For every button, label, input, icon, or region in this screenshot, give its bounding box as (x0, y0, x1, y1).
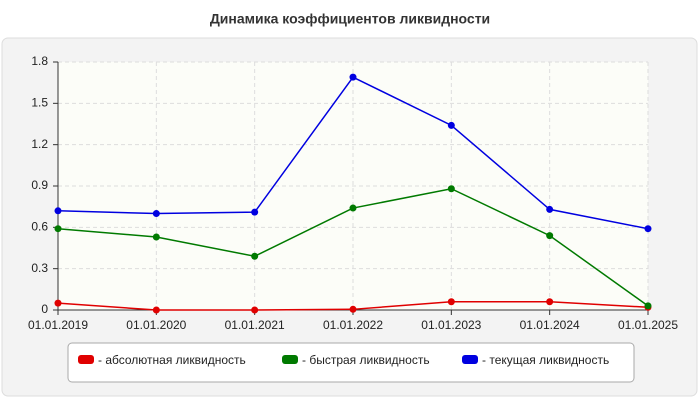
x-tick-label: 01.01.2022 (323, 318, 383, 332)
y-tick-label: 1.5 (31, 96, 48, 110)
point (54, 207, 62, 215)
point (54, 299, 62, 307)
point (54, 225, 62, 233)
point (349, 305, 357, 313)
point (152, 233, 160, 241)
y-tick-label: 0 (41, 302, 48, 316)
legend-label: - абсолютная ликвидность (98, 353, 246, 367)
y-tick-label: 1.2 (31, 137, 48, 151)
legend-label: - быстрая ликвидность (302, 353, 430, 367)
legend-swatch (282, 355, 298, 364)
y-tick-label: 0.6 (31, 220, 48, 234)
legend (67, 342, 635, 383)
y-tick-label: 0.9 (31, 178, 48, 192)
point (644, 225, 652, 233)
point (546, 205, 554, 213)
point (251, 252, 259, 260)
x-tick-label: 01.01.2019 (28, 318, 88, 332)
legend-label: - текущая ликвидность (482, 353, 609, 367)
point (349, 204, 357, 212)
point (546, 298, 554, 306)
point (152, 210, 160, 218)
x-tick-label: 01.01.2020 (126, 318, 186, 332)
point (152, 306, 160, 314)
legend-swatch (78, 355, 94, 364)
legend-swatch (462, 355, 478, 364)
x-tick-label: 01.01.2023 (421, 318, 481, 332)
point (447, 121, 455, 129)
point (447, 298, 455, 306)
x-tick-label: 01.01.2025 (618, 318, 678, 332)
point (644, 302, 652, 310)
chart-title: Динамика коэффициентов ликвидности (210, 11, 490, 27)
point (251, 306, 259, 314)
x-tick-label: 01.01.2024 (520, 318, 580, 332)
point (251, 208, 259, 216)
x-tick-label: 01.01.2021 (225, 318, 285, 332)
point (546, 232, 554, 240)
y-tick-label: 1.8 (31, 54, 48, 68)
y-tick-label: 0.3 (31, 261, 48, 275)
point (447, 185, 455, 193)
point (349, 73, 357, 81)
